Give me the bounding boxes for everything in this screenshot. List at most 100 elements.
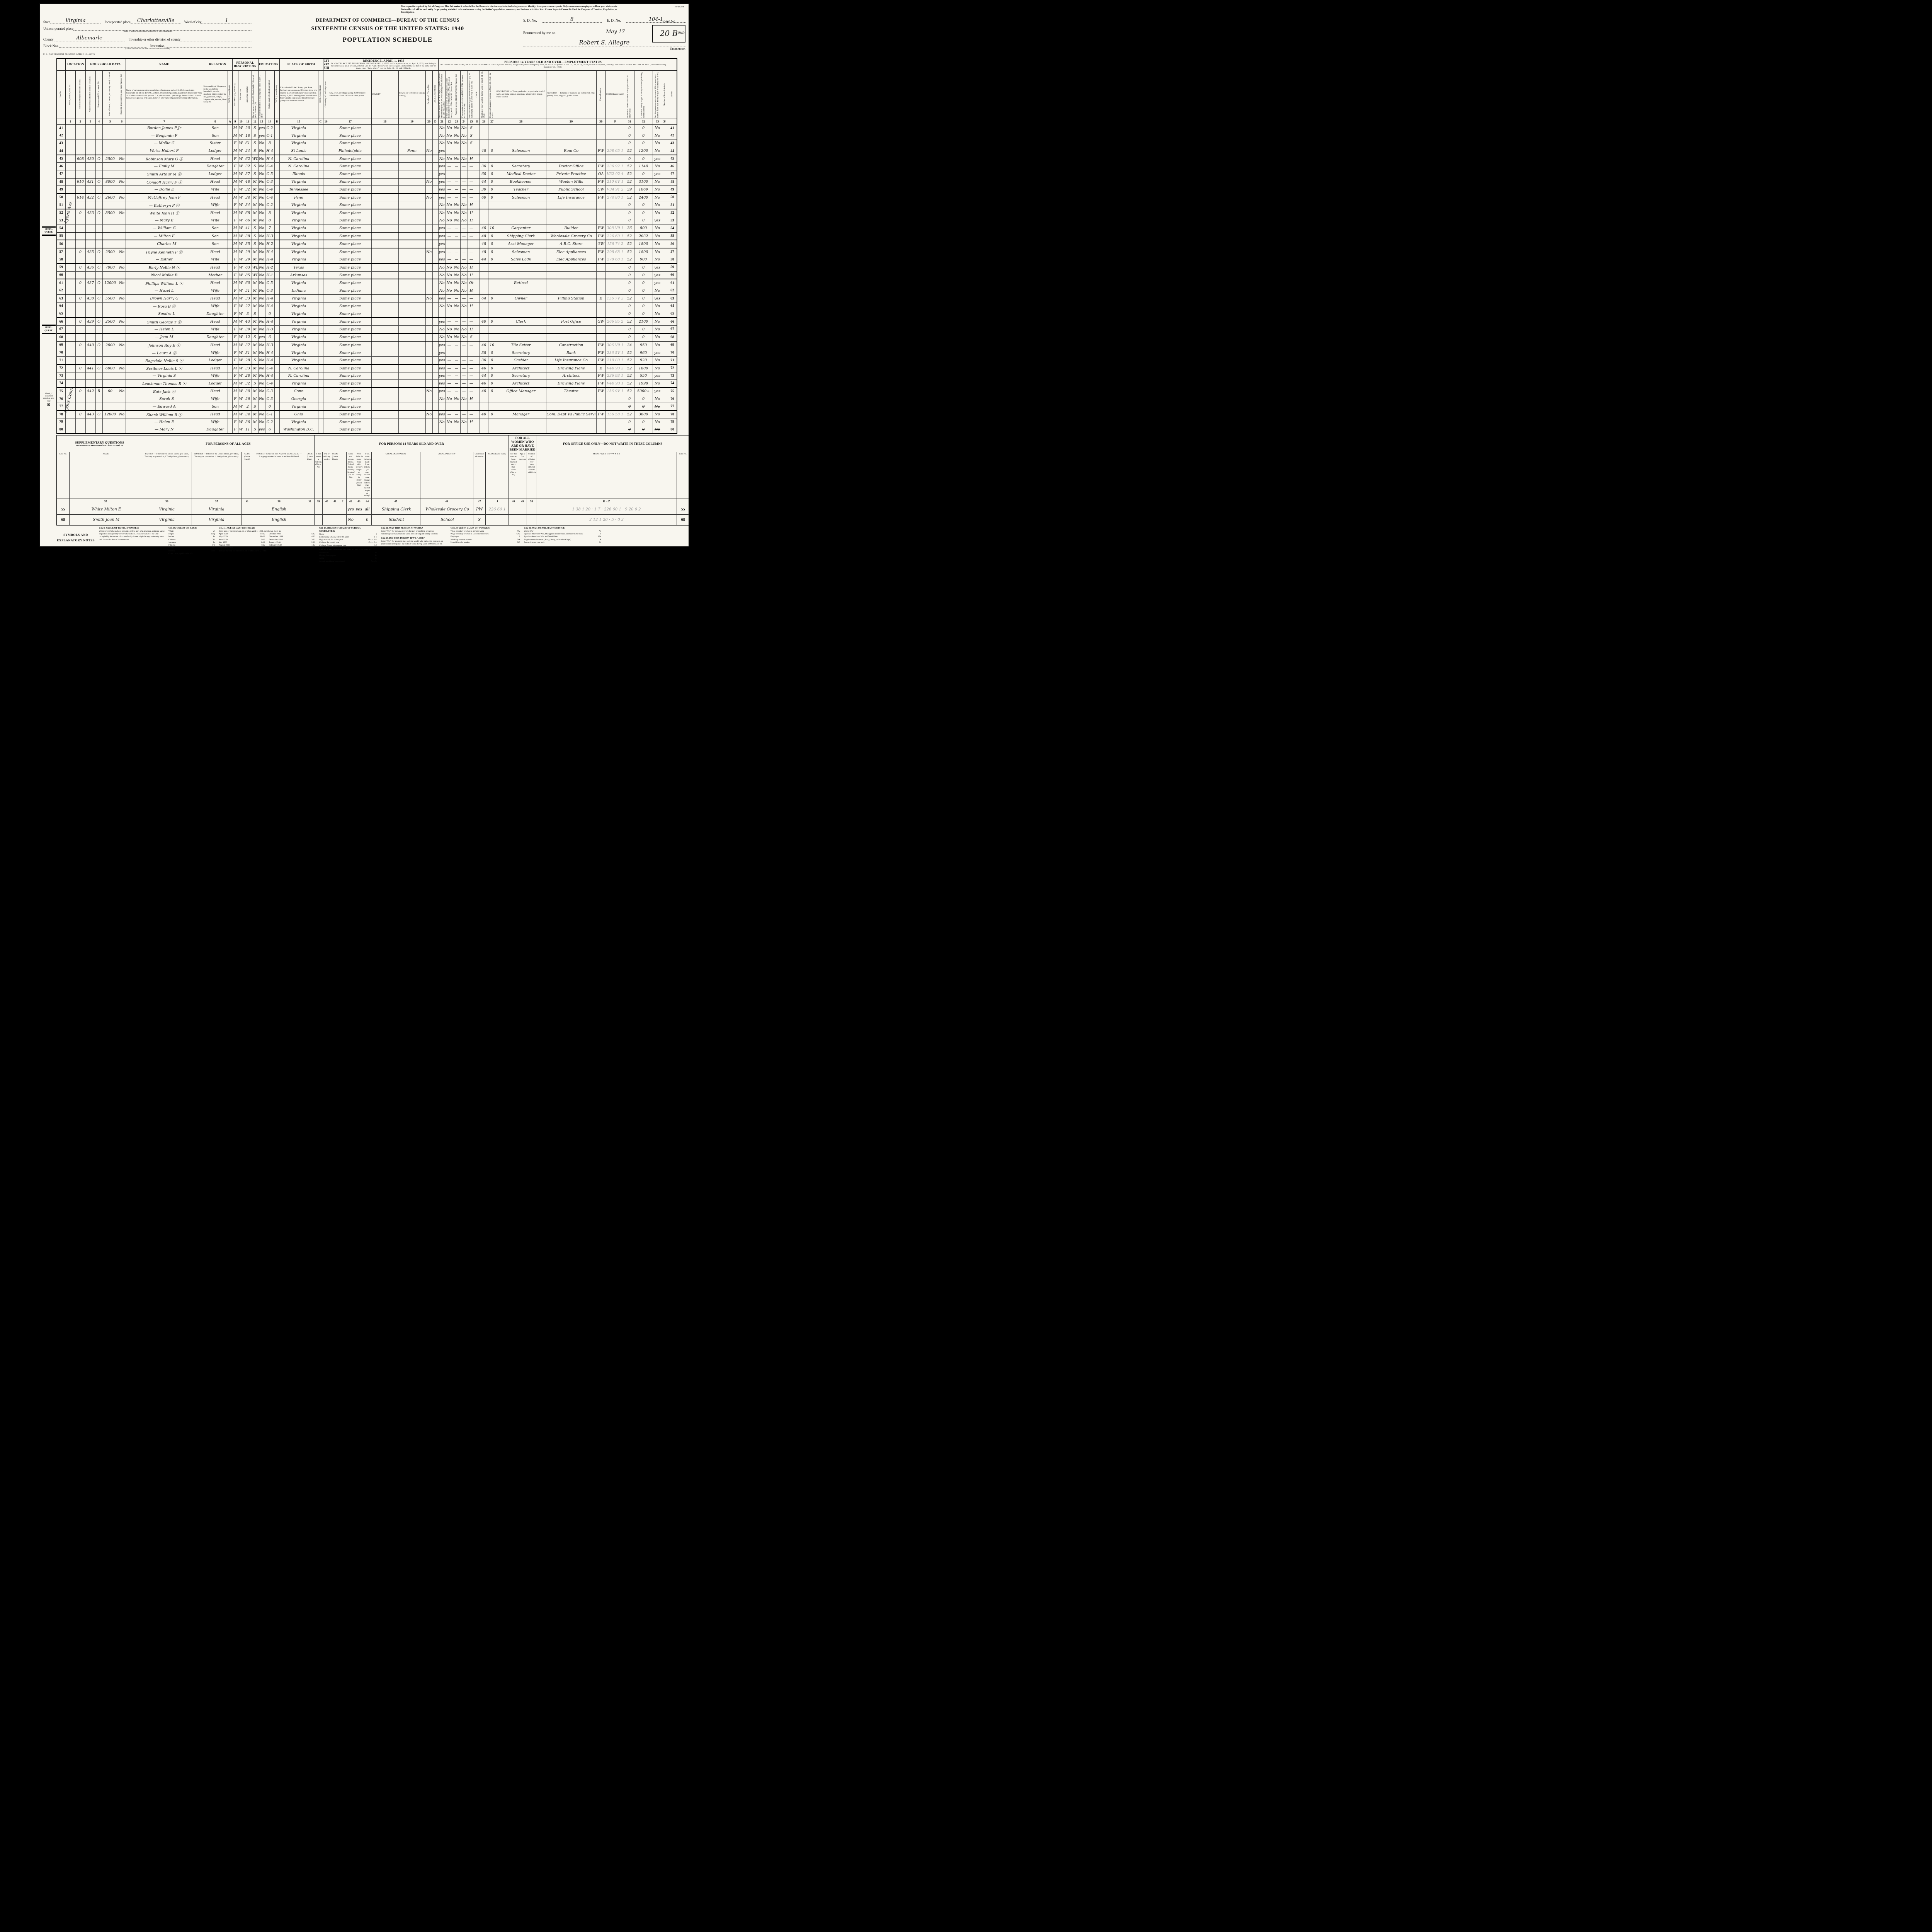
- suppl-column-number: 44: [363, 498, 372, 504]
- cell-status: H: [467, 201, 475, 209]
- cell-emergency: No: [445, 418, 453, 426]
- cell-ln2: 49: [667, 185, 677, 194]
- cell-codeC: [318, 201, 323, 209]
- cell-seeking: No: [452, 139, 461, 148]
- cell-codeB: [274, 124, 280, 133]
- column-number: 2: [75, 118, 86, 125]
- cell-durunemp: [488, 302, 496, 310]
- cell-codeF: [605, 425, 625, 434]
- suppl-column-number: 46: [420, 498, 474, 504]
- cell-house: 0: [75, 364, 86, 372]
- cell-sex: M: [232, 231, 238, 241]
- cell-birthplace: Virginia: [279, 302, 318, 310]
- code-entry: Indian In: [168, 536, 215, 538]
- cell-age: 60: [243, 279, 252, 287]
- cell-codeF: [605, 395, 625, 403]
- cell-codeD: [432, 263, 439, 272]
- cell-farmsched: [662, 154, 668, 163]
- cell-codeF: [605, 279, 625, 287]
- cell-emergency: No: [445, 209, 453, 217]
- cell-house: 0: [75, 341, 86, 349]
- cell-occupation: Salesman: [495, 147, 546, 155]
- cell-street: [65, 170, 76, 179]
- cell-citizenship: [323, 379, 329, 388]
- cell-relation: Son: [202, 124, 228, 133]
- county-label: County: [43, 37, 54, 41]
- cell-codeD: [432, 162, 439, 171]
- column-header: Number of household in order of visitati…: [85, 70, 96, 119]
- cell-owned: [95, 240, 103, 248]
- cell-owned: [95, 425, 103, 434]
- cell-hours: 48: [479, 231, 488, 241]
- cell-school: No: [258, 387, 265, 396]
- cell-farm: [117, 147, 126, 155]
- cell-otherincome: yes: [652, 294, 662, 303]
- war-service-codes: World War W Spanish-American War, Philippi…: [524, 530, 601, 544]
- cell-name: Borden James P Jr: [125, 124, 203, 133]
- table-row: 57 0 435 O 2500 No Payne Kenneth F ⓧ Head M W 29 M N…: [56, 247, 677, 256]
- cell-otherincome: No: [652, 162, 662, 171]
- cell-state: [398, 263, 426, 272]
- cell-household: [85, 147, 96, 155]
- suppl-column-header: Line No.: [677, 452, 690, 498]
- cell-res1935: Same place: [328, 193, 372, 202]
- cell-house: 608: [75, 154, 86, 163]
- cell-hadjob: —: [460, 294, 468, 303]
- column-header: If not, was he at work on, or assigned t…: [445, 70, 453, 119]
- cell-res1935: Same place: [328, 162, 372, 171]
- cell-weeks: 0: [624, 402, 634, 411]
- cell-codeD: [432, 310, 439, 318]
- cell-value: [102, 372, 118, 380]
- cell-class: [596, 425, 606, 434]
- census-title: SIXTEENTH CENSUS OF THE UNITED STATES: 1…: [311, 25, 464, 32]
- cell-codeF: 156 58 1: [605, 410, 625, 419]
- scanned-census-page: Your report is required by Act of Congre…: [0, 0, 726, 564]
- cell-codeB: [274, 193, 280, 202]
- cell-durunemp: [488, 139, 496, 148]
- suppl-column-number: 41: [330, 498, 340, 504]
- sheet-value: 20 B: [652, 24, 685, 43]
- code-entry: July 1939 8/12: [219, 541, 265, 544]
- cell-farm: No: [117, 193, 126, 202]
- cell-name: Payne Kenneth F ⓧ: [125, 247, 203, 256]
- cell-farm20: [425, 402, 433, 411]
- cell-emergency: —: [445, 193, 453, 202]
- cell-farmsched: [662, 209, 668, 217]
- cell-farm20: [425, 263, 433, 272]
- cell-sex: F: [232, 356, 238, 365]
- cell-house: [75, 325, 86, 334]
- suppl-column-number: 40: [322, 498, 331, 504]
- cell-farm20: [425, 216, 433, 225]
- cell-ln: 58: [56, 255, 66, 264]
- cell-house: [75, 425, 86, 434]
- table-row: 52 0 433 O 8500 No White John H ⓧ Head M W 68 M No 8 V…: [56, 209, 677, 217]
- cell-wages: 0: [634, 310, 653, 318]
- cell-codeE: [474, 286, 480, 295]
- suppl-cell: PW: [473, 504, 486, 515]
- col14-title: Col. 14. HIGHEST GRADE OF SCHOOL COMPLET…: [319, 527, 361, 532]
- cell-owned: [95, 333, 103, 342]
- cell-otherincome: yes: [652, 170, 662, 179]
- cell-codeB: [274, 132, 280, 140]
- table-row: 51— Katheryn P ⓧ Wife F W 34 M No C-2 Virginia Sa…: [56, 201, 677, 209]
- suppl-cell: [241, 504, 253, 515]
- cell-relation: Head: [202, 317, 228, 326]
- cell-industry: A.B.C. Store: [546, 240, 597, 248]
- census-sheet: Your report is required by Act of Congre…: [40, 4, 690, 563]
- cell-atwork: yes: [438, 247, 446, 256]
- column-header: Number of weeks worked in 1939 (Equivale…: [624, 70, 634, 119]
- cell-household: 439: [85, 317, 96, 326]
- cell-codeF: 308 V9 1: [605, 224, 625, 233]
- symbols-title: SYMBOLS AND EXPLANATORY NOTES: [56, 533, 95, 543]
- cell-otherincome: yes: [652, 154, 662, 163]
- cell-seeking: —: [452, 356, 461, 365]
- cell-citizenship: [323, 372, 329, 380]
- cell-ln: 70: [56, 349, 66, 357]
- cell-industry: Life Insurance: [546, 193, 597, 202]
- cell-codeE: [474, 240, 480, 248]
- cell-state: [398, 185, 426, 194]
- code-entry: Hindu Hin: [168, 547, 215, 549]
- cell-weeks: 0: [624, 325, 634, 334]
- cell-codeD: [432, 209, 439, 217]
- cell-codeA: [227, 224, 233, 233]
